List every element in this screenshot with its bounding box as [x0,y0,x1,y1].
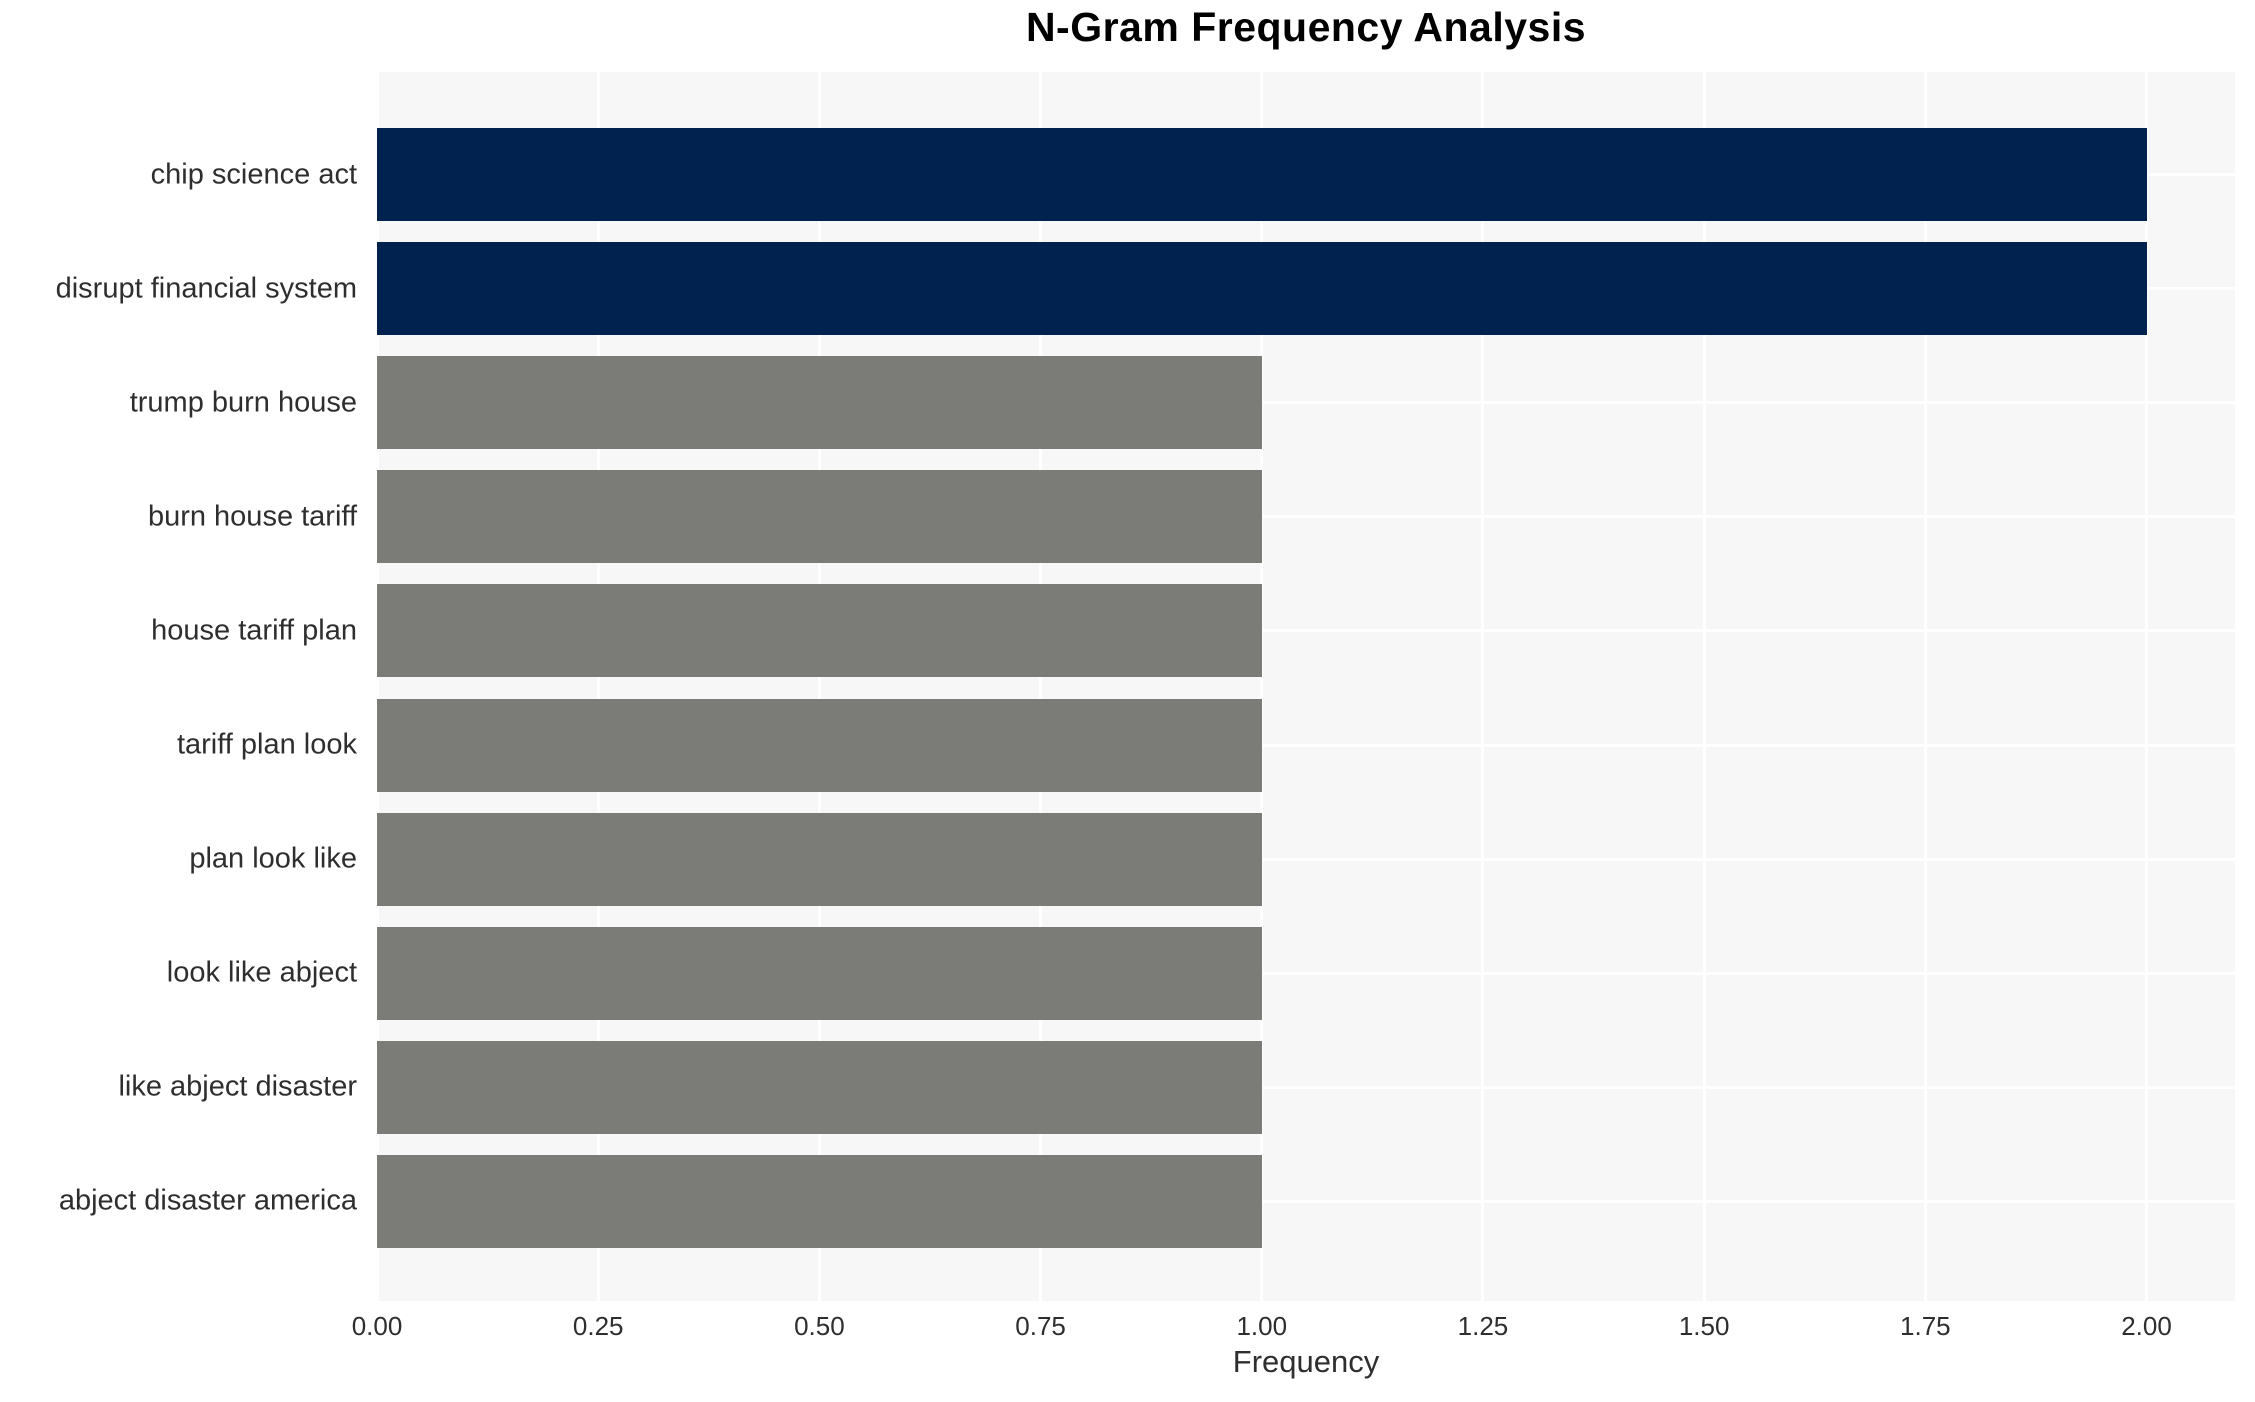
x-tick-label: 0.00 [351,1311,403,1341]
gridline-vertical [817,72,821,1301]
gridline-horizontal [377,401,2235,405]
gridline-horizontal [377,743,2235,747]
x-tick-label: 0.50 [794,1311,845,1341]
gridline-vertical [2145,72,2149,1301]
y-tick-label: look like abject [166,956,357,989]
gridline-horizontal [377,857,2235,861]
bar-chip-science-act [377,128,2147,221]
gridline-vertical [1481,72,1485,1301]
bar-house-tariff-plan [377,584,1262,678]
bar-trump-burn-house [377,356,1262,450]
x-tick-label: 1.50 [1678,1311,1730,1341]
y-tick-label: tariff plan look [176,728,357,761]
x-axis-title: Frequency [1232,1344,1380,1379]
gridline-horizontal [377,1199,2235,1203]
plot-area [375,72,2235,1301]
gridline-vertical [1039,72,1043,1301]
bar-tariff-plan-look [377,698,1262,792]
bar-like-abject-disaster [377,1040,1262,1134]
chart-title: N-Gram Frequency Analysis [1025,4,1587,50]
bar-disrupt-financial-system [377,242,2147,336]
y-axis: chip science act disrupt financial system… [0,72,367,1301]
y-tick-label: like abject disaster [118,1070,357,1103]
y-tick-label: trump burn house [129,386,357,419]
y-tick-label: chip science act [150,158,357,190]
x-tick-label: 1.75 [1900,1311,1951,1341]
gridline-horizontal [377,629,2235,633]
bar-look-like-abject [377,926,1262,1020]
y-tick-label: burn house tariff [147,500,357,533]
bar-burn-house-tariff [377,470,1262,564]
y-tick-label: house tariff plan [151,614,357,647]
gridline-vertical [375,72,379,1301]
gridline-horizontal [377,971,2235,975]
y-tick-label: abject disaster america [58,1184,357,1217]
gridline-horizontal [377,1085,2235,1089]
x-tick-label: 2.00 [2121,1311,2172,1341]
gridline-vertical [1260,72,1264,1301]
x-axis: 0.00 0.25 0.50 0.75 1.00 1.25 1.50 1.75 2.00 [352,1311,2235,1345]
gridline-vertical [1702,72,1706,1301]
x-tick-label: 1.00 [1236,1311,1288,1341]
x-tick-label: 0.75 [1015,1311,1066,1341]
x-tick-label: 0.25 [572,1311,624,1341]
gridline-vertical [1923,72,1927,1301]
bar-abject-disaster-america [377,1154,1262,1248]
x-tick-label: 1.25 [1457,1311,1509,1341]
gridline-vertical [596,72,600,1301]
y-tick-label: plan look like [189,842,357,875]
y-tick-label: disrupt financial system [55,272,357,305]
gridline-horizontal [377,515,2235,519]
bar-plan-look-like [377,812,1262,906]
